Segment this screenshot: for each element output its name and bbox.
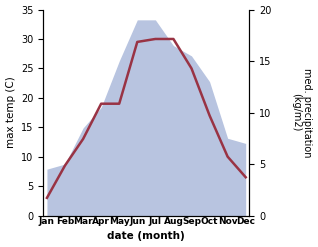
Y-axis label: med. precipitation
(kg/m2): med. precipitation (kg/m2) [291, 68, 313, 157]
Y-axis label: max temp (C): max temp (C) [5, 77, 16, 148]
X-axis label: date (month): date (month) [107, 231, 185, 242]
